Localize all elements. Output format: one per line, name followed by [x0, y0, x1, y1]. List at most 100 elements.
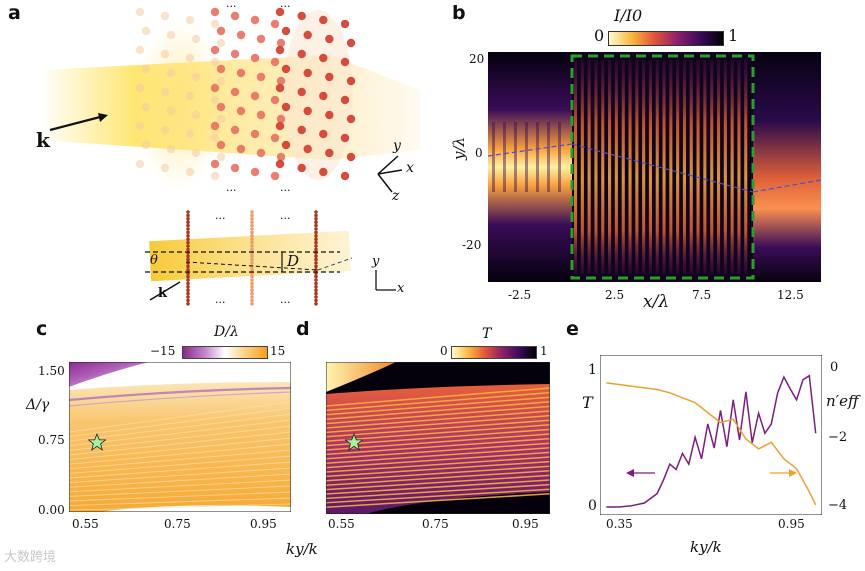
atom-77: [303, 30, 312, 40]
chain-atom-2-4: [314, 223, 318, 228]
chain-atom-1-2: [250, 217, 254, 221]
b-stripe-15: [676, 60, 680, 274]
panel-b-ytick-0: 0: [475, 146, 483, 160]
chain-atom-1-0: [250, 210, 254, 214]
d-line-5: [326, 410, 550, 429]
panel-b-colorbar: [608, 31, 724, 46]
chain-atom-0-11: [186, 247, 190, 252]
panel-label-c: c: [36, 318, 48, 340]
atom-16: [135, 83, 145, 93]
atom-63: [270, 133, 280, 143]
panel-b-xtick-1: -2.5: [508, 288, 532, 302]
atom-51: [276, 76, 286, 86]
c-line-5: [69, 431, 291, 456]
b-stripe-14: [669, 60, 673, 274]
atom-15: [216, 76, 226, 86]
e-series-1: [606, 382, 817, 506]
chain-atom-0-19: [186, 274, 190, 279]
atom-65: [236, 144, 246, 154]
c-line-10: [69, 461, 291, 479]
d-line-21: [326, 483, 550, 500]
atom-4: [141, 26, 151, 36]
panel-d-corner-region: [326, 362, 396, 392]
panel-c-colorbar-title: D/λ: [214, 324, 239, 340]
d-line-6: [326, 414, 550, 434]
atom-55: [270, 95, 280, 105]
b-stripe-3: [594, 60, 598, 274]
atom-41: [236, 30, 246, 40]
b-stripe-21: [717, 60, 721, 274]
atom-84: [281, 64, 291, 74]
chain-atom-1-9: [250, 240, 254, 245]
ellipsis-mid-1: ···: [226, 184, 237, 197]
panel-c-ytick-150: 1.50: [38, 364, 65, 378]
panel-c-ytick-075: 0.75: [38, 433, 65, 447]
k-vector-label: k: [36, 128, 50, 152]
c-line-0: [69, 401, 291, 433]
atom-85: [303, 68, 312, 78]
c-line-11: [69, 467, 291, 484]
c-line-6: [69, 437, 291, 461]
panel-b-ray-in: [488, 143, 573, 157]
b-stripe-6: [614, 60, 618, 274]
atom-98: [319, 129, 328, 139]
b-stripe-2: [587, 60, 591, 274]
atom-52: [210, 83, 220, 93]
panel-d-colorbar-min: 0: [440, 344, 448, 358]
b-left-fringe-6: [558, 122, 561, 192]
atom-107: [340, 171, 350, 181]
panel-b-xtick-4: 12.5: [777, 288, 804, 302]
atom-61: [230, 125, 240, 135]
chain-atom-0-21: [186, 281, 190, 286]
chain-atom-1-15: [250, 261, 254, 265]
panel-b-right-region: [753, 52, 821, 282]
atom-17: [160, 87, 170, 97]
d-line-19: [326, 474, 550, 491]
atom-90: [319, 91, 328, 101]
panel-label-b: b: [452, 2, 466, 24]
panel-b-ray-mid: [571, 143, 754, 193]
k-small-arrow: [149, 281, 181, 301]
atom-106: [319, 167, 328, 177]
chain-atom-1-6: [250, 230, 254, 235]
layer-halo: [283, 10, 353, 180]
chain-atom-2-24: [314, 291, 318, 296]
b-stripe-18: [696, 60, 700, 274]
c-band-upper: [69, 386, 291, 402]
axis3d-x: x: [406, 160, 414, 176]
panel-label-e: e: [566, 318, 579, 340]
panel-label-a: a: [8, 2, 21, 24]
d-line-11: [326, 437, 550, 456]
chain-atom-2-11: [314, 247, 318, 252]
atom-62: [250, 129, 260, 139]
exit-ray: [317, 257, 353, 271]
atom-11: [210, 57, 220, 67]
atom-lattice: [135, 7, 356, 181]
chain-atom-2-3: [314, 220, 318, 224]
atom-14: [191, 72, 201, 82]
chain-atom-2-22: [314, 285, 318, 289]
atom-33: [160, 163, 170, 173]
atom-79: [346, 38, 356, 48]
b-stripe-4: [601, 60, 605, 274]
chain-atom-1-5: [250, 227, 254, 231]
atom-18: [185, 91, 195, 101]
atom-83: [340, 57, 350, 67]
b-stripe-16: [682, 60, 686, 274]
atom-39: [270, 19, 280, 29]
atom-68: [210, 159, 220, 169]
atom-88: [275, 83, 285, 93]
atom-22: [191, 110, 201, 120]
chain-atom-0-4: [186, 223, 190, 228]
panel-d-xtick-3: 0.95: [512, 517, 539, 531]
atom-81: [297, 49, 306, 59]
atom-101: [303, 144, 312, 154]
panel-b-ray-out: [752, 179, 821, 193]
atom-73: [297, 11, 306, 21]
atom-40: [216, 26, 226, 36]
atom-67: [276, 152, 286, 162]
atom-42: [256, 34, 266, 44]
panel-c-colorbar-max: 15: [270, 344, 286, 358]
panel-b-colorbar-min: 0: [594, 26, 605, 45]
atom-64: [216, 140, 226, 150]
